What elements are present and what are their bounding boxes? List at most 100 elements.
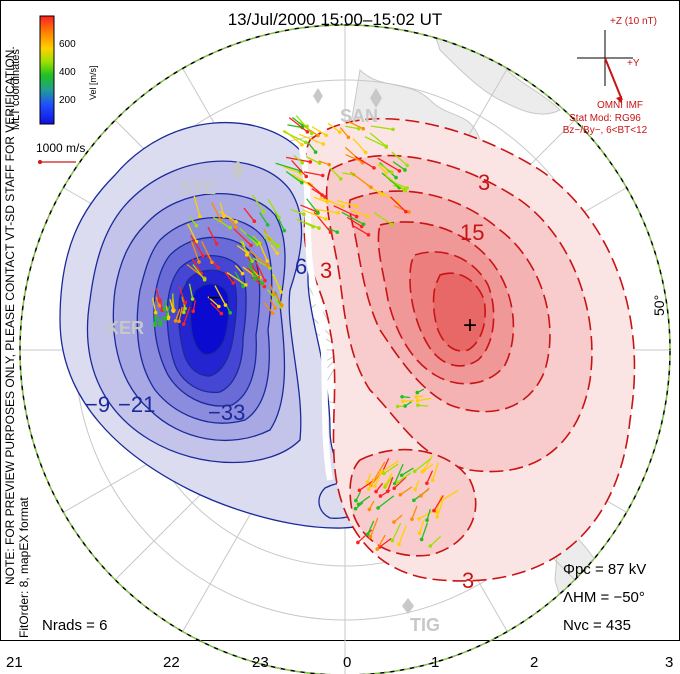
velocity-vector — [369, 132, 387, 147]
velocity-vector — [236, 244, 248, 254]
velocity-vector — [246, 233, 261, 245]
velocity-vector — [266, 289, 282, 308]
velocity-vector-origin — [369, 185, 373, 190]
velocity-vector-origin — [337, 130, 342, 134]
scale-vector-label: 1000 m/s — [36, 141, 85, 155]
velocity-vector-origin — [390, 538, 395, 543]
velocity-vector — [319, 196, 344, 207]
imf-stat-mod: Stat Mod: RG96 — [569, 113, 641, 124]
velocity-vector-origin — [391, 127, 395, 132]
velocity-vector — [151, 297, 157, 313]
colorbar-tick-400: 400 — [59, 67, 76, 78]
velocity-vector — [211, 201, 222, 221]
velocity-vector — [367, 520, 375, 535]
velocity-vector — [341, 211, 364, 225]
velocity-vector — [421, 463, 434, 473]
velocity-vector — [398, 525, 407, 545]
radar-label: SAN — [340, 106, 378, 126]
velocity-vector-origin — [300, 142, 304, 147]
hm-boundary — [19, 24, 671, 674]
velocity-vector-origin — [157, 298, 162, 303]
lambda-hm: ΛHM = −50° — [563, 589, 645, 606]
velocity-vector-origin — [214, 242, 219, 246]
velocity-vector — [350, 209, 369, 218]
velocity-vector — [397, 472, 412, 483]
velocity-vector — [327, 122, 341, 133]
velocity-vector-origin — [415, 390, 420, 395]
velocity-vector — [374, 473, 382, 487]
negative-cell — [59, 121, 382, 529]
velocity-vector — [269, 283, 275, 295]
velocity-vector — [263, 231, 279, 247]
velocity-vector-origin — [376, 506, 380, 510]
velocity-vector — [224, 271, 234, 284]
velocity-vector — [259, 212, 269, 226]
velocity-vector-origin — [341, 204, 345, 209]
velocity-vector-origin — [405, 186, 409, 190]
velocity-vector — [368, 477, 376, 490]
velocity-vector — [296, 218, 314, 228]
velocity-vector-origin — [397, 169, 402, 173]
mlt-axis: 21 22 23 0 1 2 3 — [6, 654, 673, 671]
velocity-vector — [242, 266, 255, 276]
velocity-vector — [201, 241, 213, 263]
velocity-vector-origin — [182, 310, 186, 315]
velocity-vector-origin — [354, 214, 359, 219]
velocity-vector — [364, 136, 387, 148]
velocity-vector-origin — [430, 478, 435, 482]
scale-vector: 1000 m/s — [36, 141, 85, 164]
velocity-vector-origin — [234, 220, 238, 224]
velocity-vector — [249, 250, 268, 266]
velocity-vector — [164, 305, 171, 319]
velocity-vector — [313, 196, 328, 203]
mlt-tick: 23 — [252, 654, 269, 671]
velocity-vector — [373, 212, 393, 225]
velocity-vector — [376, 534, 386, 550]
velocity-vector — [432, 462, 439, 481]
velocity-vector-origin — [366, 214, 370, 219]
colorbar-tick-600: 600 — [59, 39, 76, 50]
velocity-vector — [381, 172, 400, 189]
potential-pc: Φpc = 87 kV — [563, 561, 646, 578]
velocity-vector — [283, 166, 301, 175]
velocity-vector — [263, 236, 279, 248]
velocity-vector — [377, 157, 400, 172]
velocity-vector-origin — [181, 322, 186, 326]
contour-label-6: 6 — [295, 254, 307, 279]
velocity-vector-origin — [403, 168, 407, 172]
velocity-vector — [350, 171, 372, 188]
velocity-vector-origin — [395, 480, 400, 485]
velocity-vector — [300, 204, 318, 213]
velocity-vector — [411, 505, 418, 520]
velocity-vector — [288, 117, 308, 133]
velocity-vector — [285, 170, 303, 184]
velocity-vector-origin — [201, 253, 205, 258]
velocity-vector-origin — [419, 493, 423, 498]
velocity-vector — [346, 216, 363, 227]
velocity-vector-origin — [223, 303, 228, 307]
velocity-vector-origin — [336, 211, 340, 215]
velocity-vector — [243, 207, 255, 222]
velocity-vector — [305, 156, 320, 164]
velocity-vector — [429, 535, 442, 547]
velocity-vector — [313, 208, 339, 214]
velocity-vector-origin — [354, 498, 358, 503]
velocity-vector — [178, 285, 186, 304]
velocity-vector — [391, 151, 408, 166]
velocity-vector — [389, 196, 407, 213]
velocity-vector-origin — [398, 492, 403, 497]
velocity-vector — [210, 302, 222, 315]
velocity-vector-origin — [403, 404, 407, 408]
velocity-vector-origin — [321, 142, 326, 146]
velocity-vector — [282, 130, 306, 143]
velocity-vector — [421, 522, 429, 540]
velocity-vector-origin — [374, 489, 378, 494]
velocity-vector — [393, 476, 407, 489]
velocity-vector — [354, 155, 375, 169]
velocity-vector-origin — [279, 290, 283, 294]
coords-label: MLT coordinates — [10, 49, 22, 130]
velocity-vector — [228, 218, 237, 228]
velocity-vector — [188, 283, 194, 300]
velocity-vector-origin — [367, 507, 372, 512]
n-vc: Nvc = 435 — [563, 617, 631, 634]
